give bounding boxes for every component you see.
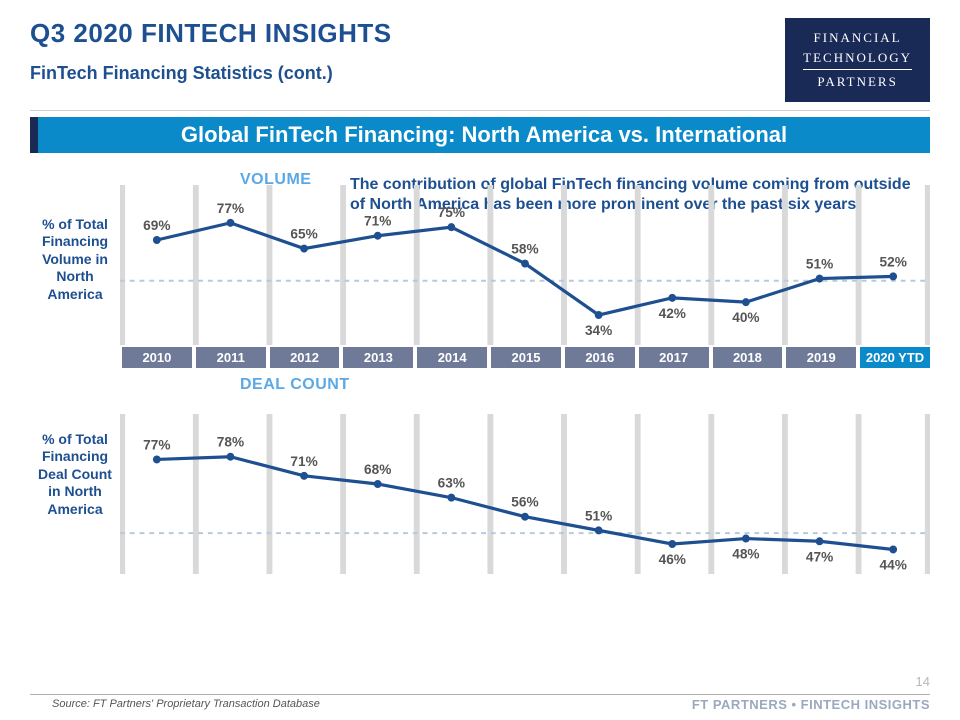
year-cell: 2012 [270,347,340,368]
logo-divider [803,69,912,70]
year-cell: 2016 [565,347,635,368]
svg-text:51%: 51% [806,255,833,271]
year-cell: 2015 [491,347,561,368]
svg-text:65%: 65% [290,225,317,241]
year-cell: 2010 [122,347,192,368]
logo-line: FINANCIAL [803,28,912,48]
footer-brand: FT PARTNERS • FINTECH INSIGHTS [692,697,930,712]
svg-text:34%: 34% [585,321,612,337]
year-axis: 2010201120122013201420152016201720182019… [122,347,930,368]
svg-text:75%: 75% [438,203,465,219]
page-title: Q3 2020 FINTECH INSIGHTS [30,18,392,49]
svg-text:56%: 56% [511,493,538,509]
section-banner: Global FinTech Financing: North America … [30,117,930,153]
logo: FINANCIAL TECHNOLOGY PARTNERS [785,18,930,102]
svg-text:51%: 51% [585,507,612,523]
svg-text:58%: 58% [511,240,538,256]
year-cell: 2018 [713,347,783,368]
svg-text:63%: 63% [438,474,465,490]
svg-text:40%: 40% [732,308,759,324]
svg-text:46%: 46% [659,550,686,566]
svg-text:48%: 48% [732,545,759,561]
chart1-axis-label: % of Total Financing Volume in North Ame… [30,216,120,304]
chart1-plot: 69% 77% 65% 71% 75% 58% 34% 42% 40% 51% 52% [120,175,930,345]
svg-text:42%: 42% [659,304,686,320]
chart2-title: DEAL COUNT [240,376,350,394]
svg-text:52%: 52% [880,253,907,269]
svg-text:77%: 77% [143,436,170,452]
footer: 14 Source: FT Partners' Proprietary Tran… [30,694,930,710]
year-cell: 2014 [417,347,487,368]
year-cell: 2020 YTD [860,347,930,368]
logo-line: TECHNOLOGY [803,48,912,68]
svg-text:47%: 47% [806,548,833,564]
svg-text:77%: 77% [217,199,244,215]
svg-text:78%: 78% [217,433,244,449]
page-number: 14 [916,674,930,689]
svg-text:71%: 71% [364,212,391,228]
chart2-axis-label: % of Total Financing Deal Count in North… [30,431,120,519]
year-cell: 2019 [786,347,856,368]
year-cell: 2011 [196,347,266,368]
chart2-plot: 77% 78% 71% 68% 63% 56% 51% 46% 48% 47% 44% [120,404,930,574]
logo-line: PARTNERS [803,72,912,92]
page-subtitle: FinTech Financing Statistics (cont.) [30,63,392,84]
svg-text:68%: 68% [364,460,391,476]
svg-text:71%: 71% [290,452,317,468]
year-cell: 2013 [343,347,413,368]
year-cell: 2017 [639,347,709,368]
svg-text:44%: 44% [880,556,907,572]
footer-divider [30,694,930,695]
svg-text:69%: 69% [143,216,170,232]
divider [30,110,930,111]
